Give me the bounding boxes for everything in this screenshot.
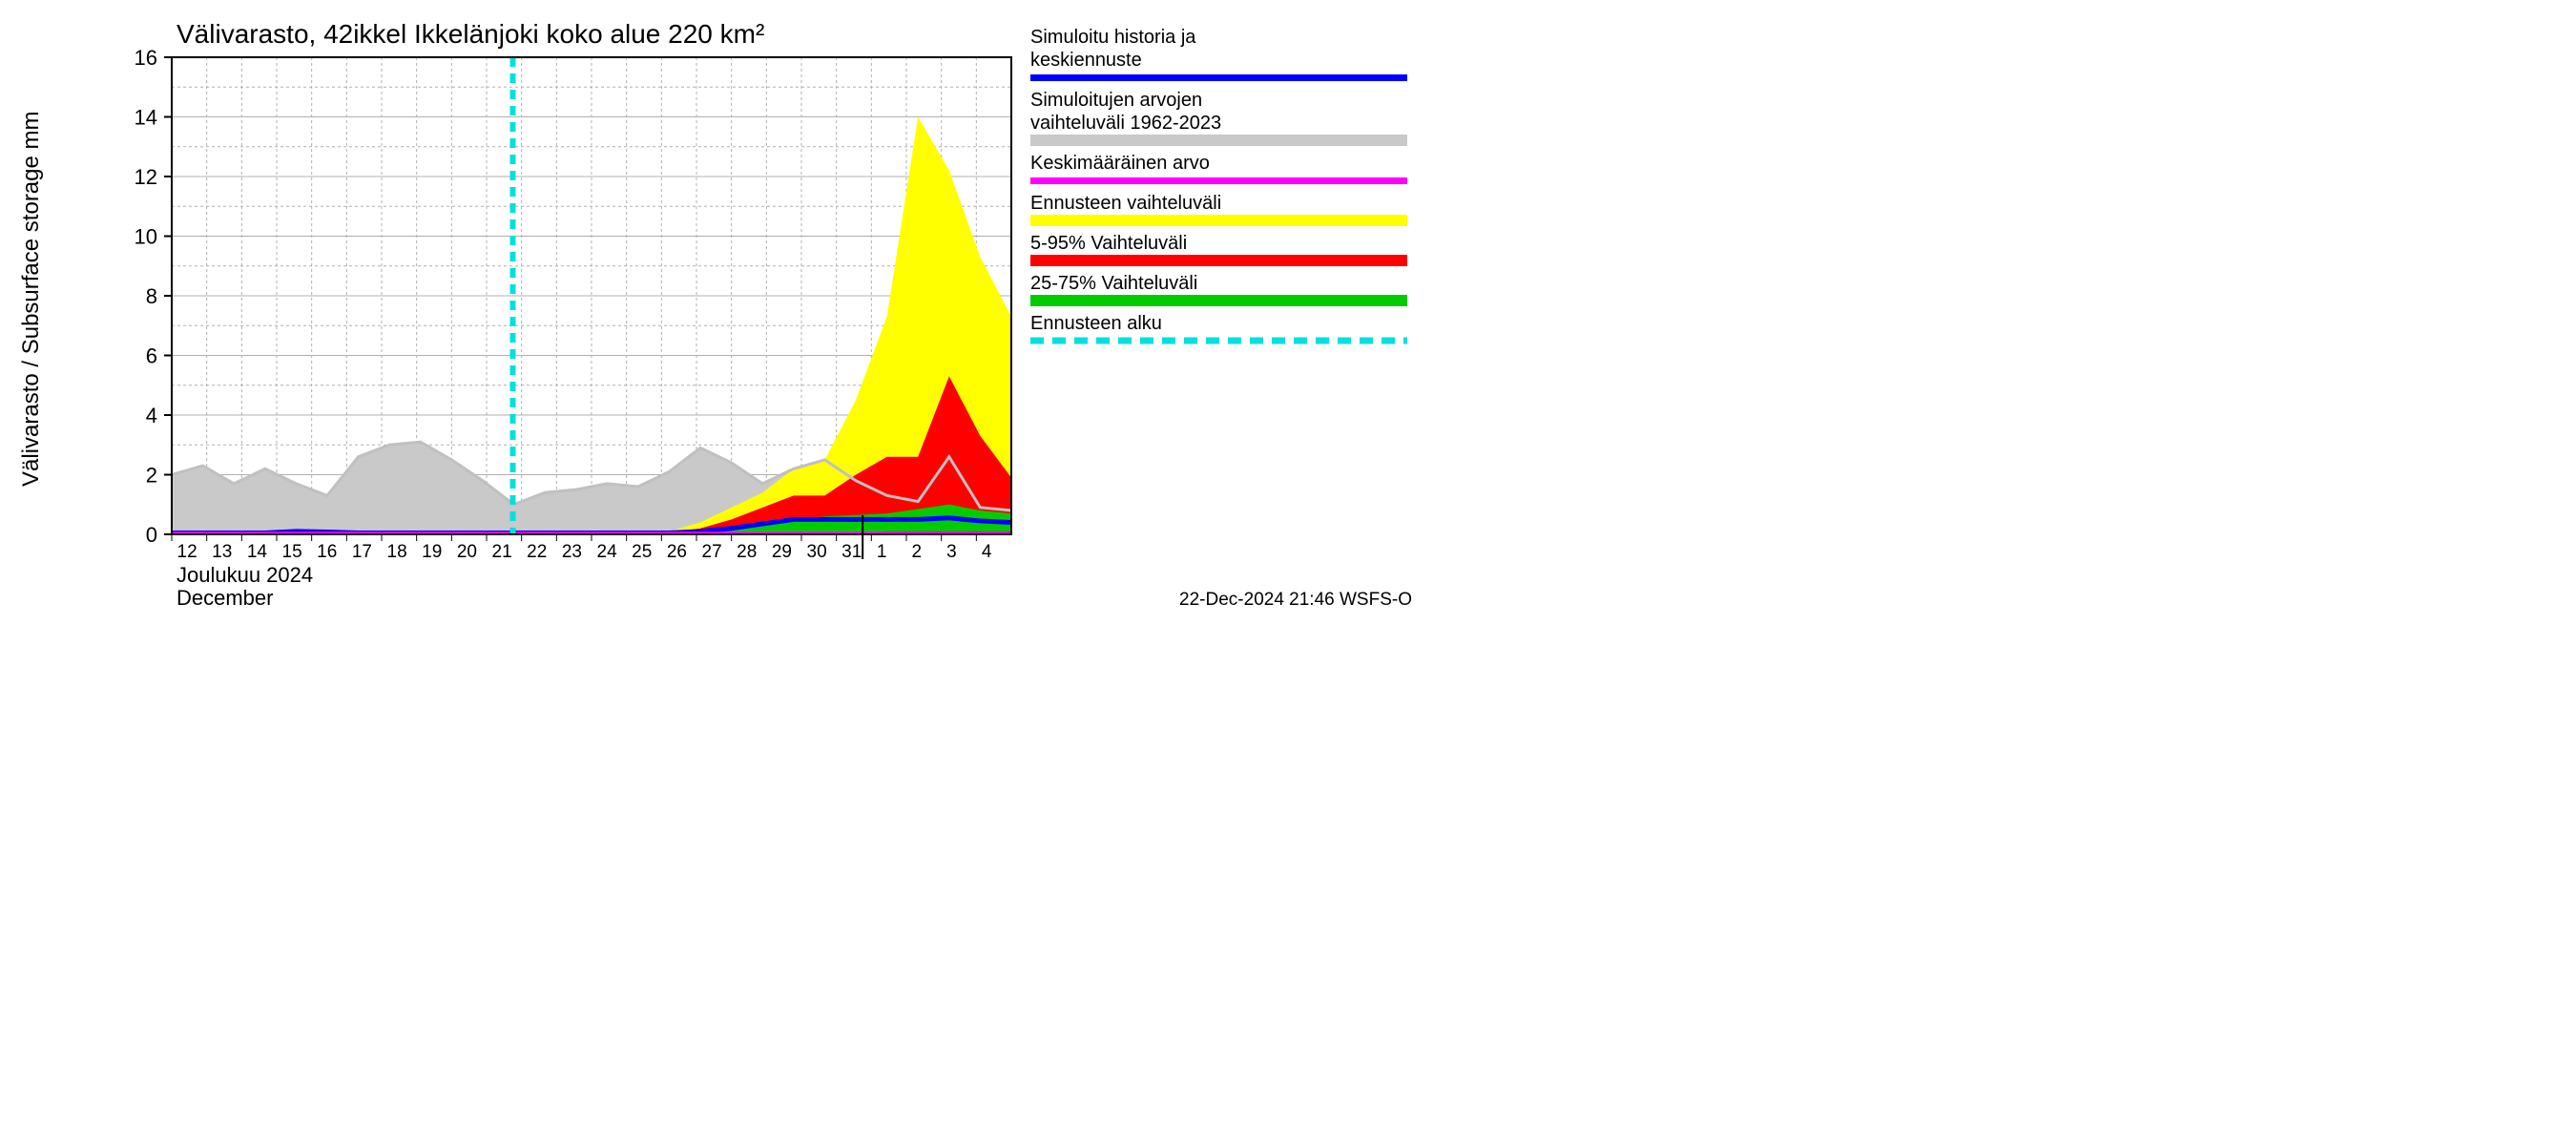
x-month-label-fi: Joulukuu 2024	[177, 563, 313, 587]
x-tick-label: 24	[597, 542, 618, 562]
y-tick-label: 6	[146, 344, 157, 368]
x-tick-label: 25	[632, 542, 652, 562]
legend-label: Simuloitujen arvojen	[1030, 90, 1202, 111]
x-tick-label: 31	[841, 542, 862, 562]
chart-title: Välivarasto, 42ikkel Ikkelänjoki koko al…	[177, 19, 764, 49]
y-tick-label: 0	[146, 523, 157, 547]
footer-timestamp: 22-Dec-2024 21:46 WSFS-O	[1179, 590, 1412, 610]
x-tick-label: 27	[702, 542, 722, 562]
x-tick-label: 28	[737, 542, 757, 562]
legend-swatch	[1030, 295, 1407, 306]
y-tick-label: 16	[135, 46, 157, 70]
x-tick-label: 4	[982, 542, 992, 562]
x-tick-label: 22	[527, 542, 547, 562]
y-tick-label: 10	[135, 225, 157, 249]
x-tick-label: 13	[212, 542, 232, 562]
legend-label: 5-95% Vaihteluväli	[1030, 233, 1187, 254]
x-tick-label: 29	[772, 542, 792, 562]
y-tick-label: 12	[135, 165, 157, 189]
y-tick-label: 2	[146, 464, 157, 488]
y-tick-label: 4	[146, 404, 157, 427]
legend-label: vaihteluväli 1962-2023	[1030, 113, 1221, 134]
y-tick-label: 8	[146, 284, 157, 308]
x-tick-label: 20	[457, 542, 477, 562]
legend-swatch	[1030, 255, 1407, 266]
legend-label: Simuloitu historia ja	[1030, 27, 1196, 48]
legend-label: keskiennuste	[1030, 50, 1142, 71]
x-tick-label: 1	[877, 542, 887, 562]
x-tick-label: 23	[562, 542, 582, 562]
x-month-label-en: December	[177, 586, 273, 610]
legend-label: Ennusteen alku	[1030, 313, 1162, 334]
x-tick-label: 3	[946, 542, 957, 562]
legend-label: Keskimääräinen arvo	[1030, 153, 1210, 174]
chart-container: 0246810121416121314151617181920212223242…	[0, 0, 1431, 668]
x-tick-label: 16	[317, 542, 337, 562]
x-tick-label: 30	[807, 542, 827, 562]
x-tick-label: 19	[422, 542, 442, 562]
legend-label: 25-75% Vaihteluväli	[1030, 273, 1197, 294]
x-tick-label: 17	[352, 542, 372, 562]
x-tick-label: 15	[282, 542, 302, 562]
x-tick-label: 2	[912, 542, 923, 562]
y-tick-label: 14	[135, 106, 157, 130]
x-tick-label: 12	[177, 542, 197, 562]
legend-label: Ennusteen vaihteluväli	[1030, 193, 1221, 214]
hydrograph-chart: 0246810121416121314151617181920212223242…	[0, 0, 1431, 668]
legend-swatch	[1030, 177, 1407, 184]
y-axis-label: Välivarasto / Subsurface storage mm	[18, 111, 44, 487]
x-tick-label: 21	[492, 542, 512, 562]
x-tick-label: 14	[247, 542, 268, 562]
legend-swatch	[1030, 215, 1407, 226]
legend-swatch	[1030, 74, 1407, 81]
x-tick-label: 18	[387, 542, 407, 562]
x-tick-label: 26	[667, 542, 687, 562]
legend-swatch	[1030, 135, 1407, 146]
